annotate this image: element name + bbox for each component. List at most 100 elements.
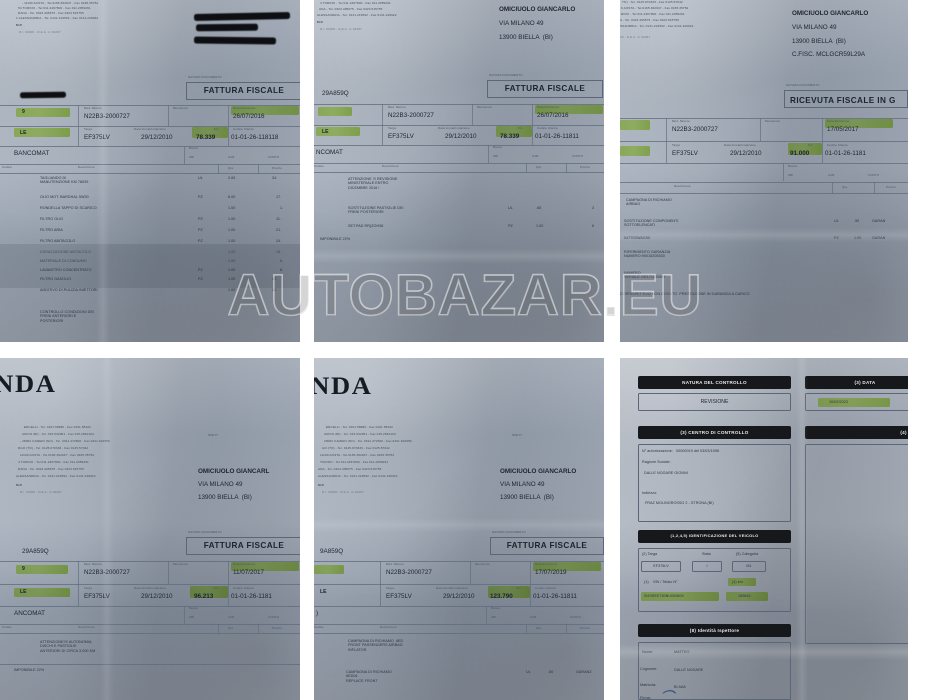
state-value-box (692, 561, 722, 572)
panel1-date-caption: Data Emissione (233, 106, 256, 110)
panel4-highlight-plate (14, 588, 70, 597)
table-row: ADDITIVO DI PULIZIA INIETTORI (40, 288, 98, 292)
category-label: (5) Categoria (736, 552, 759, 556)
panel4-doc-prefix: 9 (22, 566, 25, 572)
panel3-bank-col-conto: CONTO (868, 173, 880, 177)
table-row-qta: .50 (854, 219, 860, 223)
table-row-um: PZ (198, 268, 203, 272)
panel4-model-caption: Mod. Motore (84, 562, 102, 566)
panel1-registration-caption: Data Immatricolazione (134, 127, 166, 131)
panel3-grid-vrule-3 (822, 118, 823, 163)
panel4-th-prezzo: Prezzo (272, 626, 282, 630)
document-panel-1[interactable]: - 11100 AOSTA - Tel.0165.362947 - Fax 01… (0, 0, 300, 342)
panel1-mechanic-caption: Meccanico (173, 106, 189, 110)
vin-value: SHSREE750BU000809 (644, 594, 684, 598)
panel1-model-caption: Mod. Motore (84, 106, 102, 110)
panel3-customer-city: 13900 BIELLA (BI) (792, 38, 846, 45)
panel3-th-prezzo: Prezzo (886, 185, 896, 189)
panel1-footer-note: CONTROLLO CONDIZIONI DEI FRENI ANTERIORI… (40, 310, 95, 323)
panel4-header-line-2: - 28062 CAMERI (NO) - Tel. 0321.472600 -… (20, 439, 110, 443)
panel1-table-vrule-1 (218, 164, 219, 174)
panel1-km-caption: Km (214, 127, 219, 131)
section-bar-identificazione-veicolo: (1,2,4,5) IDENTIFICAZIONE DEL VEICOLO (638, 530, 791, 543)
panel4-bank-caption: Banca (189, 606, 198, 610)
panel4-header-line-4: 11100 AOSTA - Tel.0165.362947 - Fax 0165… (20, 453, 95, 457)
panel5-bank-col-cab: CAB (530, 615, 537, 619)
panel5-registration-caption: Data Immatricolazione (436, 586, 468, 590)
panel4-customer-city: 13900 BIELLA (BI) (198, 494, 252, 501)
table-row-qta: 1.00 (228, 268, 236, 272)
panel3-th-descrizione: Descrizione (674, 184, 691, 188)
plate-label: (2) Targa (642, 552, 658, 556)
panel2-date-caption: Data Emissione (537, 105, 560, 109)
panel1-table-vrule-2 (258, 164, 259, 174)
redaction-mark-1 (193, 11, 291, 21)
panel2-grid-rule-mid (314, 125, 604, 126)
panel3-doc-type-box (784, 90, 908, 108)
panel3-date-value: 17/05/2017 (827, 126, 859, 133)
document-panel-6[interactable]: NATURA DEL CONTROLLO REVISIONE (3) DATA … (620, 358, 908, 700)
document-panel-4[interactable]: NDA ERCELLI - Tel. 0161.58980 - Fax 0161… (0, 358, 300, 700)
table-row-um: UL (198, 176, 203, 180)
panel4-plate-caption: Targa (84, 586, 92, 590)
panel3-grid-rule-top (620, 118, 908, 119)
panel5-bank-caption: Banca (491, 606, 500, 610)
panel2-table-vrule-2 (566, 163, 567, 173)
panel5-date-caption: Data Emissione (535, 562, 558, 566)
panel1-client-code-caption: Codice Cliente (233, 127, 254, 131)
vehicle-box (638, 548, 791, 612)
highlight-km-label (728, 578, 756, 586)
panel4-model-value: N22B3-2000727 (84, 569, 130, 576)
table-row-price: 6 (592, 224, 595, 228)
panel2-highlight-plate (316, 127, 360, 136)
panel3-bank-caption: Banca (788, 164, 797, 168)
table-row-qta: 1.00 (228, 250, 236, 254)
panel4-table-vrule-1 (218, 624, 219, 634)
panel5-registration-value: 29/12/2010 (443, 593, 475, 600)
table-row-price: 6. (280, 259, 284, 263)
table-row-um: PZ (198, 228, 203, 232)
table-row: FILTRO ARIA (40, 228, 63, 232)
panel1-header-line-2: RANA - Tel. 0323.405675 - Fax 0323.51575… (18, 11, 84, 15)
highlight-km-value (726, 592, 768, 601)
panel1-bank-col-cab: CAB (228, 155, 235, 159)
panel5-doc-type-box (490, 537, 604, 555)
table-row: FILTRO OLIO (40, 217, 64, 221)
panel4-header-line-8: M.P. (16, 483, 23, 487)
panel2-header-line-2: ALESSANDRIA - Tel. 0131.219592 - Fax 013… (317, 13, 397, 17)
panel5-plate-caption: Targa (386, 586, 394, 590)
table-row-price: 11. (276, 217, 282, 221)
panel1-km-value: 78.339 (196, 134, 216, 141)
panel2-header-line-1: ANA - Tel. 0323.405675 - Fax 0323.515755 (319, 7, 383, 11)
address-value: FRAZ MOLINGROSSO 2 - STRONA (BI) (645, 501, 714, 505)
table-row: SET.PAD RR(ZOH38 (348, 224, 384, 228)
panel5-highlight-docnum (314, 565, 344, 574)
panel4-highlight-km (190, 586, 228, 598)
document-panel-2[interactable]: 4 TORINO - Tel 011.2467800 - Fax 011.205… (314, 0, 604, 342)
panel5-payment-value: ) (316, 610, 319, 617)
table-row: FILTRO GASOLIO (40, 277, 72, 281)
table-row-um: UL (834, 219, 839, 223)
panel2-footer-note: IMPONIBILE 22% (320, 237, 351, 241)
panel1-payment-value: BANCOMAT (14, 150, 50, 157)
panel5-doc-number: 9A859Q (320, 548, 344, 555)
panel5-table-vrule-2 (566, 624, 567, 634)
panel3-plate-value: EF375LV (672, 150, 698, 157)
panel4-highlight-date (231, 562, 299, 571)
document-panel-3[interactable]: TO) - Tel. 0125.670333 - Fax 0125.57042 … (620, 0, 908, 342)
panel2-grid-vrule-2 (472, 104, 473, 125)
panel3-table-rule-bot (620, 193, 908, 194)
data-box (805, 393, 908, 411)
table-row-um: PZ (198, 195, 203, 199)
panel5-km-caption: Km (516, 586, 521, 590)
panel3-header-line-5: 00 - R.E.A. nr 94287 (620, 35, 651, 39)
panel4-table-rule-bot (0, 633, 300, 634)
document-panel-5[interactable]: NDA ERCELLI - Tel. 0161.58980 - Fax 0161… (314, 358, 604, 700)
section-bar-centro-controllo: (3) CENTRO DI CONTROLLO (638, 426, 791, 439)
panel5-customer-caption: SPETT (512, 433, 523, 437)
panel3-table-vrule-1 (832, 182, 833, 194)
panel2-header-line-0: 4 TORINO - Tel 011.2467800 - Fax 011.205… (320, 1, 391, 5)
km-label: (4) km (732, 580, 743, 584)
table-row-qta: 2.65 (228, 176, 236, 180)
panel5-header-line-1: ANICO (BI) - Tel. 015.542951 - Fax 015.2… (324, 432, 396, 436)
